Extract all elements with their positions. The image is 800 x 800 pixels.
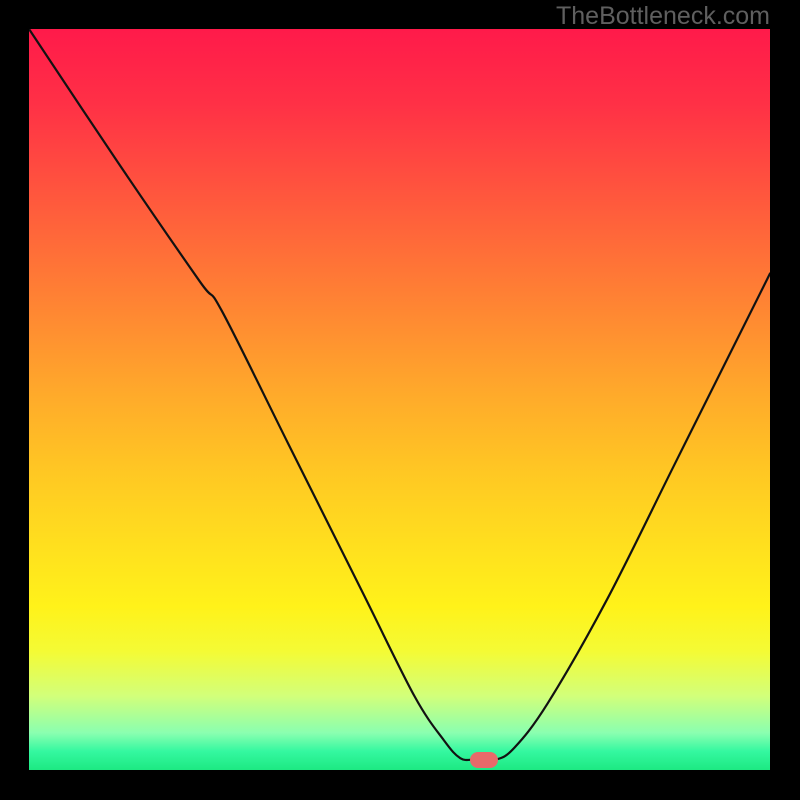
chart-container: TheBottleneck.com: [0, 0, 800, 800]
gradient-background: [29, 29, 770, 770]
watermark-text: TheBottleneck.com: [556, 2, 770, 31]
optimal-marker: [470, 752, 498, 768]
plot-area: [29, 29, 770, 770]
